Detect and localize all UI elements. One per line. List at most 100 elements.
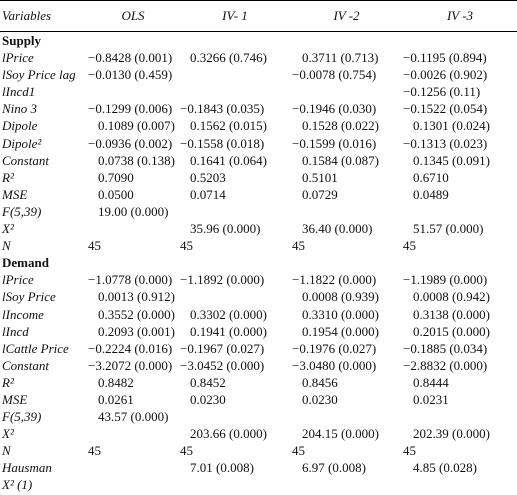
cell-value: 202.39 (0.000) (413, 426, 490, 442)
cell-value: 0.0013 (0.912) (98, 289, 175, 305)
empty-cell (290, 203, 401, 220)
data-row: lPrice −0.8428 (0.001) 0.3266 (0.746) 0.371… (0, 49, 517, 66)
cell-value: 0.2093 (0.001) (98, 323, 175, 339)
row-label: Constant (2, 152, 49, 168)
section-row: Demand (0, 254, 517, 271)
cell-value: −0.1976 (0.027) (292, 340, 377, 356)
cell-value: 0.0500 (98, 186, 134, 202)
row-label: lPrice (2, 272, 34, 288)
cell-value: 0.1954 (0.000) (302, 323, 379, 339)
data-row: Dipole² −0.0936 (0.002) −0.1558 (0.018) −0.… (0, 135, 517, 152)
empty-cell (178, 288, 290, 305)
cell-value: 0.1089 (0.007) (98, 118, 175, 134)
cell-value: −0.1843 (0.035) (180, 101, 265, 117)
cell-value: −0.0130 (0.459) (88, 67, 173, 83)
cell-value: 0.0008 (0.939) (302, 289, 379, 305)
section-row: Supply (0, 32, 517, 50)
row-label: N (2, 443, 11, 459)
cell-value: −0.1313 (0.023) (403, 135, 488, 151)
data-row: Nino 3 −0.1299 (0.006) −0.1843 (0.035) −0.1… (0, 100, 517, 117)
cell-value: −1.1892 (0.000) (180, 272, 265, 288)
data-row: X² (1) (0, 476, 517, 495)
cell-value: 0.1941 (0.000) (190, 323, 267, 339)
column-header: OLS (86, 0, 178, 32)
data-row: F(5,39) 19.00 (0.000) (0, 203, 517, 220)
row-label: lPrice (2, 50, 34, 66)
cell-value: −0.1299 (0.006) (88, 101, 173, 117)
cell-value: 43.57 (0.000) (98, 409, 169, 425)
row-label: R² (2, 374, 14, 390)
cell-value: 204.15 (0.000) (302, 426, 379, 442)
data-row: lIncd1 −0.1256 (0.11) (0, 83, 517, 100)
cell-value: −0.2224 (0.016) (88, 340, 173, 356)
empty-cell (401, 476, 517, 495)
cell-value: 0.3302 (0.000) (190, 306, 267, 322)
cell-value: 0.3138 (0.000) (413, 306, 490, 322)
cell-value: 0.1301 (0.024) (413, 118, 490, 134)
data-row: N 45 45 45 45 (0, 442, 517, 459)
cell-value: 0.0261 (98, 391, 134, 407)
cell-value: 0.1641 (0.064) (190, 152, 267, 168)
empty-cell (178, 66, 290, 83)
cell-value: −1.1822 (0.000) (292, 272, 377, 288)
cell-value: 45 (88, 238, 101, 254)
cell-value: −1.1989 (0.000) (403, 272, 488, 288)
row-label: F(5,39) (2, 203, 42, 219)
cell-value: −0.1599 (0.016) (292, 135, 377, 151)
cell-value: −0.1522 (0.054) (403, 101, 488, 117)
cell-value: 7.01 (0.008) (190, 460, 254, 476)
cell-value: 45 (403, 238, 416, 254)
empty-cell (178, 83, 290, 100)
cell-value: 0.0231 (413, 391, 449, 407)
row-label: lSoy Price (2, 289, 56, 305)
cell-value: −0.1558 (0.018) (180, 135, 265, 151)
cell-value: −3.0480 (0.000) (292, 357, 377, 373)
empty-cell (86, 83, 178, 100)
cell-value: −0.1967 (0.027) (180, 340, 265, 356)
data-row: lCattle Price −0.2224 (0.016) −0.1967 (0.0… (0, 340, 517, 357)
empty-cell (86, 425, 178, 442)
cell-value: 0.3266 (0.746) (190, 50, 267, 66)
cell-value: 45 (403, 443, 416, 459)
data-row: X² 35.96 (0.000) 36.40 (0.000) 51.57 (0.000… (0, 220, 517, 237)
data-row: lSoy Price lag −0.0130 (0.459) −0.0078 (0.… (0, 66, 517, 83)
cell-value: −0.0936 (0.002) (88, 135, 173, 151)
header-row: Variables OLS IV- 1 IV -2 IV -3 (0, 0, 517, 32)
data-row: R² 0.7090 0.5203 0.5101 0.6710 (0, 169, 517, 186)
row-label: lIncd (2, 323, 29, 339)
cell-value: 0.1528 (0.022) (302, 118, 379, 134)
column-header: IV- 1 (178, 0, 290, 32)
cell-value: 35.96 (0.000) (190, 221, 261, 237)
data-row: lIncome 0.3552 (0.000) 0.3302 (0.000) 0.331… (0, 306, 517, 323)
cell-value: 0.0738 (0.138) (98, 152, 175, 168)
cell-value: 45 (180, 238, 193, 254)
empty-cell (290, 408, 401, 425)
cell-value: 0.1345 (0.091) (413, 152, 490, 168)
row-label: X² (2, 221, 14, 237)
column-header: IV -2 (290, 0, 401, 32)
data-row: MSE 0.0500 0.0714 0.0729 0.0489 (0, 186, 517, 203)
cell-value: 203.66 (0.000) (190, 426, 267, 442)
column-header: IV -3 (401, 0, 517, 32)
data-row: Constant −3.2072 (0.000) −3.0452 (0.000) −3… (0, 357, 517, 374)
cell-value: 0.0230 (302, 391, 338, 407)
cell-value: −3.2072 (0.000) (88, 357, 173, 373)
row-label: N (2, 238, 11, 254)
cell-value: 0.5203 (190, 169, 226, 185)
cell-value: 45 (292, 443, 305, 459)
row-label: Hausman (2, 460, 52, 476)
row-label: X² (2, 426, 14, 442)
cell-value: 45 (88, 443, 101, 459)
table-body: Supply lPrice −0.8428 (0.001) 0.3266 (0.746… (0, 32, 517, 495)
cell-value: 0.8444 (413, 374, 449, 390)
row-label: MSE (2, 391, 28, 407)
empty-cell (401, 203, 517, 220)
row-label: Nino 3 (2, 101, 38, 117)
data-row: lIncd 0.2093 (0.001) 0.1941 (0.000) 0.1954 … (0, 323, 517, 340)
row-label: Constant (2, 357, 49, 373)
cell-value: −3.0452 (0.000) (180, 357, 265, 373)
cell-value: 0.3310 (0.000) (302, 306, 379, 322)
cell-value: −0.8428 (0.001) (88, 50, 173, 66)
cell-value: 0.3552 (0.000) (98, 306, 175, 322)
